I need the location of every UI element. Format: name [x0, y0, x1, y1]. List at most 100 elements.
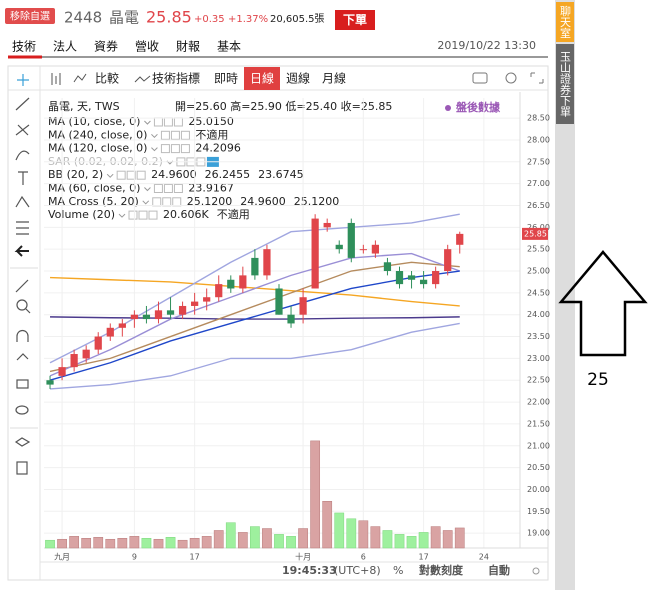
- study-name: MA (60, close, 0): [48, 182, 140, 195]
- legend-ohlc: 開=25.60 高=25.90 低=25.40 收=25.85: [175, 99, 392, 113]
- tab[interactable]: 法人: [53, 40, 77, 54]
- order-button-label[interactable]: 下單: [343, 13, 367, 27]
- interval-button[interactable]: 日線: [250, 71, 274, 86]
- order-button[interactable]: [335, 10, 375, 30]
- candle-body: [94, 336, 102, 350]
- study-control[interactable]: [126, 170, 136, 180]
- y-tick-label: 28.00: [527, 135, 550, 144]
- volume-bar: [370, 526, 381, 549]
- study-value: 20.606K: [163, 208, 209, 221]
- study-control[interactable]: [173, 184, 183, 193]
- interval-button[interactable]: 即時: [214, 72, 238, 86]
- volume-bar: [225, 522, 236, 549]
- study-control[interactable]: [180, 144, 190, 154]
- candle-body: [371, 244, 380, 254]
- candle-body: [335, 244, 343, 250]
- volume-bar: [358, 520, 369, 549]
- study-control[interactable]: [170, 130, 180, 140]
- study-control[interactable]: [180, 130, 190, 140]
- bar-type-icon[interactable]: [51, 73, 61, 85]
- study-control[interactable]: [136, 170, 146, 180]
- volume-bar: [298, 528, 308, 549]
- study-menu[interactable]: [106, 173, 114, 178]
- tab[interactable]: 技術: [12, 40, 36, 54]
- drawing-tools[interactable]: [14, 74, 31, 475]
- y-tick-label: 24.00: [527, 310, 550, 319]
- study-menu[interactable]: [151, 133, 158, 139]
- volume-bar: [322, 501, 333, 549]
- study-menu[interactable]: [144, 187, 151, 192]
- volume-bar: [129, 536, 140, 549]
- volume-bar: [442, 530, 453, 549]
- after-hours-dot: [445, 105, 451, 111]
- study-control[interactable]: [116, 170, 126, 180]
- study-menu[interactable]: [144, 120, 151, 125]
- interval-button[interactable]: 週線: [286, 71, 310, 86]
- log-toggle[interactable]: 對數刻度: [419, 563, 464, 577]
- status-time: 19:45:33: [282, 564, 337, 577]
- snapshot-icon[interactable]: [472, 72, 488, 84]
- study-control[interactable]: [160, 130, 170, 140]
- study-control[interactable]: [163, 184, 173, 193]
- compare-button[interactable]: 比較: [95, 71, 119, 86]
- study-control[interactable]: [138, 210, 148, 220]
- study-value: 26.2455: [205, 168, 251, 181]
- candle-body: [46, 380, 54, 385]
- candle-body: [347, 222, 355, 258]
- volume: 20,605.5張: [270, 13, 325, 25]
- y-tick-label: 19.50: [527, 507, 550, 516]
- volume-bar: [406, 536, 417, 549]
- candle-body: [419, 279, 428, 285]
- change: +0.35: [194, 14, 225, 25]
- indicator-line: [50, 316, 460, 320]
- chat-tab-label[interactable]: 聊天室: [559, 4, 572, 38]
- study-menu[interactable]: [118, 213, 126, 218]
- candle-body: [323, 222, 331, 228]
- legend-symbol: 晶電, 天, TWS: [48, 100, 120, 113]
- volume-bar: [286, 536, 296, 549]
- compare-icon[interactable]: [73, 73, 87, 83]
- chat-tab[interactable]: [556, 2, 574, 42]
- indicator-icon[interactable]: [134, 75, 151, 83]
- status-timezone: (UTC+8): [334, 564, 381, 577]
- candle-body: [383, 262, 392, 272]
- percent-toggle[interactable]: %: [393, 564, 403, 577]
- volume-bar: [454, 527, 465, 549]
- indicator-line: [49, 252, 460, 377]
- study-control[interactable]: [148, 210, 158, 220]
- grid: [44, 98, 520, 548]
- watch-button-label[interactable]: 移除自選: [10, 10, 50, 23]
- study-control[interactable]: [153, 184, 163, 193]
- x-tick-label: 17: [419, 553, 429, 562]
- watch-button[interactable]: [5, 8, 55, 24]
- order-tab[interactable]: [556, 44, 574, 124]
- volume-bar: [250, 526, 260, 549]
- study-menu[interactable]: [142, 200, 150, 205]
- study-menu[interactable]: [151, 147, 158, 152]
- auto-toggle[interactable]: 自動: [488, 563, 510, 577]
- indicators-button[interactable]: 技術指標: [152, 71, 200, 86]
- order-tab-label[interactable]: 玉山證券下單: [559, 51, 572, 117]
- status-settings[interactable]: [532, 567, 540, 575]
- x-tick-label: 十月: [295, 552, 311, 562]
- study-control[interactable]: [160, 144, 170, 154]
- y-tick-label: 23.00: [527, 354, 550, 363]
- volume-bar: [262, 528, 272, 549]
- study-control[interactable]: [128, 210, 138, 220]
- study-value: 24.2096: [195, 142, 241, 155]
- fullscreen-icon[interactable]: [530, 72, 544, 84]
- candle-body: [311, 218, 319, 289]
- study-value: 23.6745: [258, 168, 304, 181]
- tab[interactable]: 財報: [176, 39, 200, 54]
- volume-bar: [346, 518, 357, 549]
- tab[interactable]: 基本: [217, 40, 241, 54]
- tab[interactable]: 營收: [135, 40, 159, 54]
- interval-button[interactable]: 月線: [322, 71, 346, 86]
- volume-bar: [394, 534, 405, 549]
- candle-body: [82, 349, 90, 359]
- settings-icon[interactable]: [505, 72, 517, 84]
- study-control[interactable]: [170, 144, 180, 154]
- volume-bar: [45, 539, 55, 549]
- tab[interactable]: 資券: [94, 39, 118, 54]
